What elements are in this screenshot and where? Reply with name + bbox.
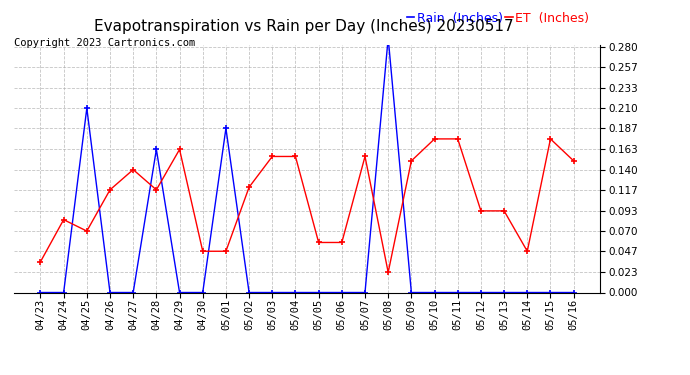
ET  (Inches) [291, 154, 299, 159]
Rain  (Inches) [546, 290, 555, 295]
ET  (Inches) [268, 154, 277, 159]
ET  (Inches) [431, 136, 439, 141]
Rain  (Inches) [268, 290, 277, 295]
ET  (Inches) [453, 136, 462, 141]
ET  (Inches) [523, 249, 531, 254]
ET  (Inches) [59, 217, 68, 222]
Rain  (Inches) [361, 290, 369, 295]
ET  (Inches) [199, 249, 207, 254]
Rain  (Inches) [453, 290, 462, 295]
Rain  (Inches) [175, 290, 184, 295]
Rain  (Inches) [477, 290, 485, 295]
ET  (Inches) [569, 159, 578, 163]
ET  (Inches) [337, 240, 346, 245]
Rain  (Inches) [431, 290, 439, 295]
Rain  (Inches) [83, 106, 91, 111]
ET  (Inches) [546, 136, 555, 141]
ET  (Inches) [221, 249, 230, 254]
ET  (Inches) [175, 147, 184, 152]
Rain  (Inches) [59, 290, 68, 295]
Text: Evapotranspiration vs Rain per Day (Inches) 20230517: Evapotranspiration vs Rain per Day (Inch… [94, 19, 513, 34]
ET  (Inches) [106, 188, 114, 192]
Rain  (Inches) [221, 126, 230, 130]
Line: ET  (Inches): ET (Inches) [38, 136, 576, 275]
Line: Rain  (Inches): Rain (Inches) [38, 35, 576, 295]
Rain  (Inches) [315, 290, 323, 295]
ET  (Inches) [315, 240, 323, 245]
Rain  (Inches) [569, 290, 578, 295]
ET  (Inches) [384, 270, 393, 274]
Rain  (Inches) [384, 36, 393, 40]
Rain  (Inches) [500, 290, 509, 295]
Rain  (Inches) [407, 290, 415, 295]
Rain  (Inches) [152, 147, 161, 152]
Legend: Rain  (Inches), ET  (Inches): Rain (Inches), ET (Inches) [402, 7, 594, 30]
ET  (Inches) [129, 167, 137, 172]
ET  (Inches) [500, 209, 509, 213]
ET  (Inches) [37, 260, 45, 264]
Rain  (Inches) [106, 290, 114, 295]
ET  (Inches) [152, 188, 161, 192]
Rain  (Inches) [129, 290, 137, 295]
ET  (Inches) [407, 159, 415, 163]
Rain  (Inches) [523, 290, 531, 295]
Rain  (Inches) [337, 290, 346, 295]
Rain  (Inches) [37, 290, 45, 295]
ET  (Inches) [477, 209, 485, 213]
Rain  (Inches) [291, 290, 299, 295]
Rain  (Inches) [199, 290, 207, 295]
ET  (Inches) [83, 229, 91, 233]
Rain  (Inches) [245, 290, 253, 295]
Text: Copyright 2023 Cartronics.com: Copyright 2023 Cartronics.com [14, 38, 195, 48]
ET  (Inches) [245, 185, 253, 189]
ET  (Inches) [361, 154, 369, 159]
